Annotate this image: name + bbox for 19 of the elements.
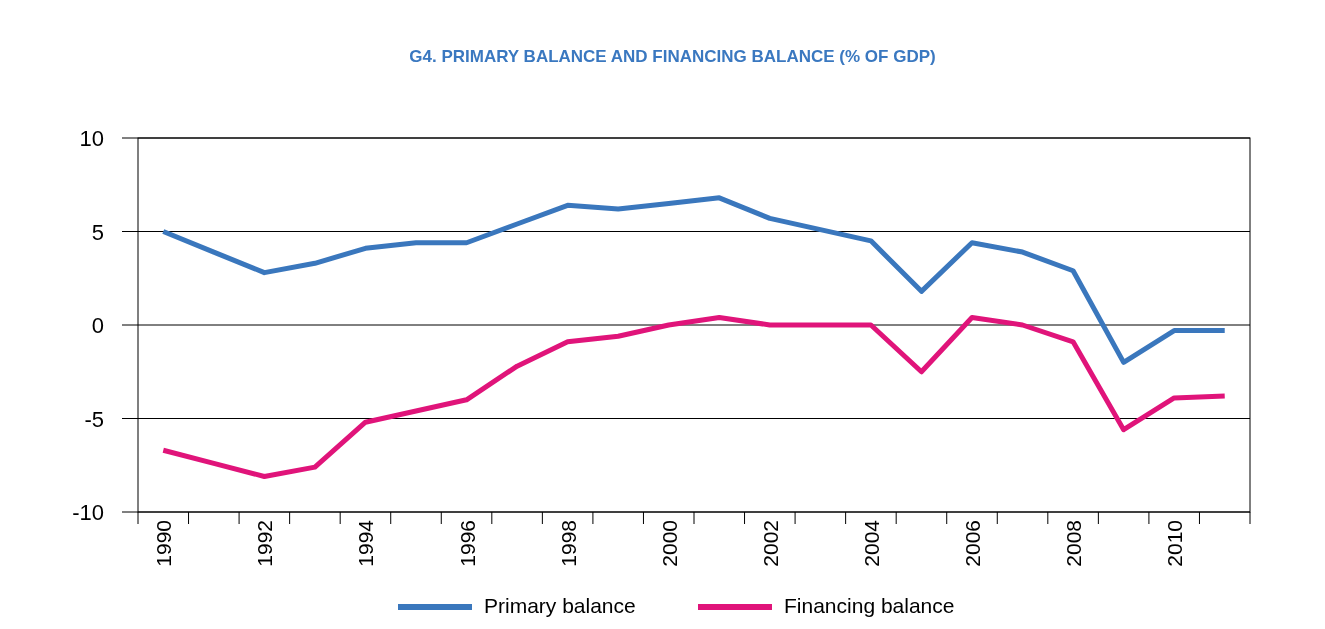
x-tick-label: 1990	[152, 520, 176, 567]
x-tick-label: 2010	[1163, 520, 1187, 567]
legend-label: Financing balance	[784, 594, 955, 617]
legend-label: Primary balance	[484, 594, 636, 617]
x-tick-label: 2000	[657, 520, 681, 567]
x-tick-label: 1992	[253, 520, 277, 567]
x-tick-label: 1996	[455, 520, 479, 567]
x-tick-label: 1994	[354, 519, 378, 567]
x-tick-label: 1998	[556, 520, 580, 567]
x-tick-label: 2002	[758, 520, 782, 567]
y-tick-label: 10	[79, 126, 104, 151]
x-tick-label: 2008	[1062, 520, 1086, 567]
y-tick-label: 0	[91, 313, 104, 338]
y-tick-label: -5	[84, 406, 104, 432]
y-tick-label: -10	[72, 500, 104, 525]
chart-title: G4. PRIMARY BALANCE AND FINANCING BALANCE (% OF GDP)	[409, 47, 936, 66]
x-tick-label: 2004	[859, 519, 883, 567]
x-tick-label: 2006	[961, 520, 984, 567]
y-tick-label: 5	[91, 219, 104, 245]
